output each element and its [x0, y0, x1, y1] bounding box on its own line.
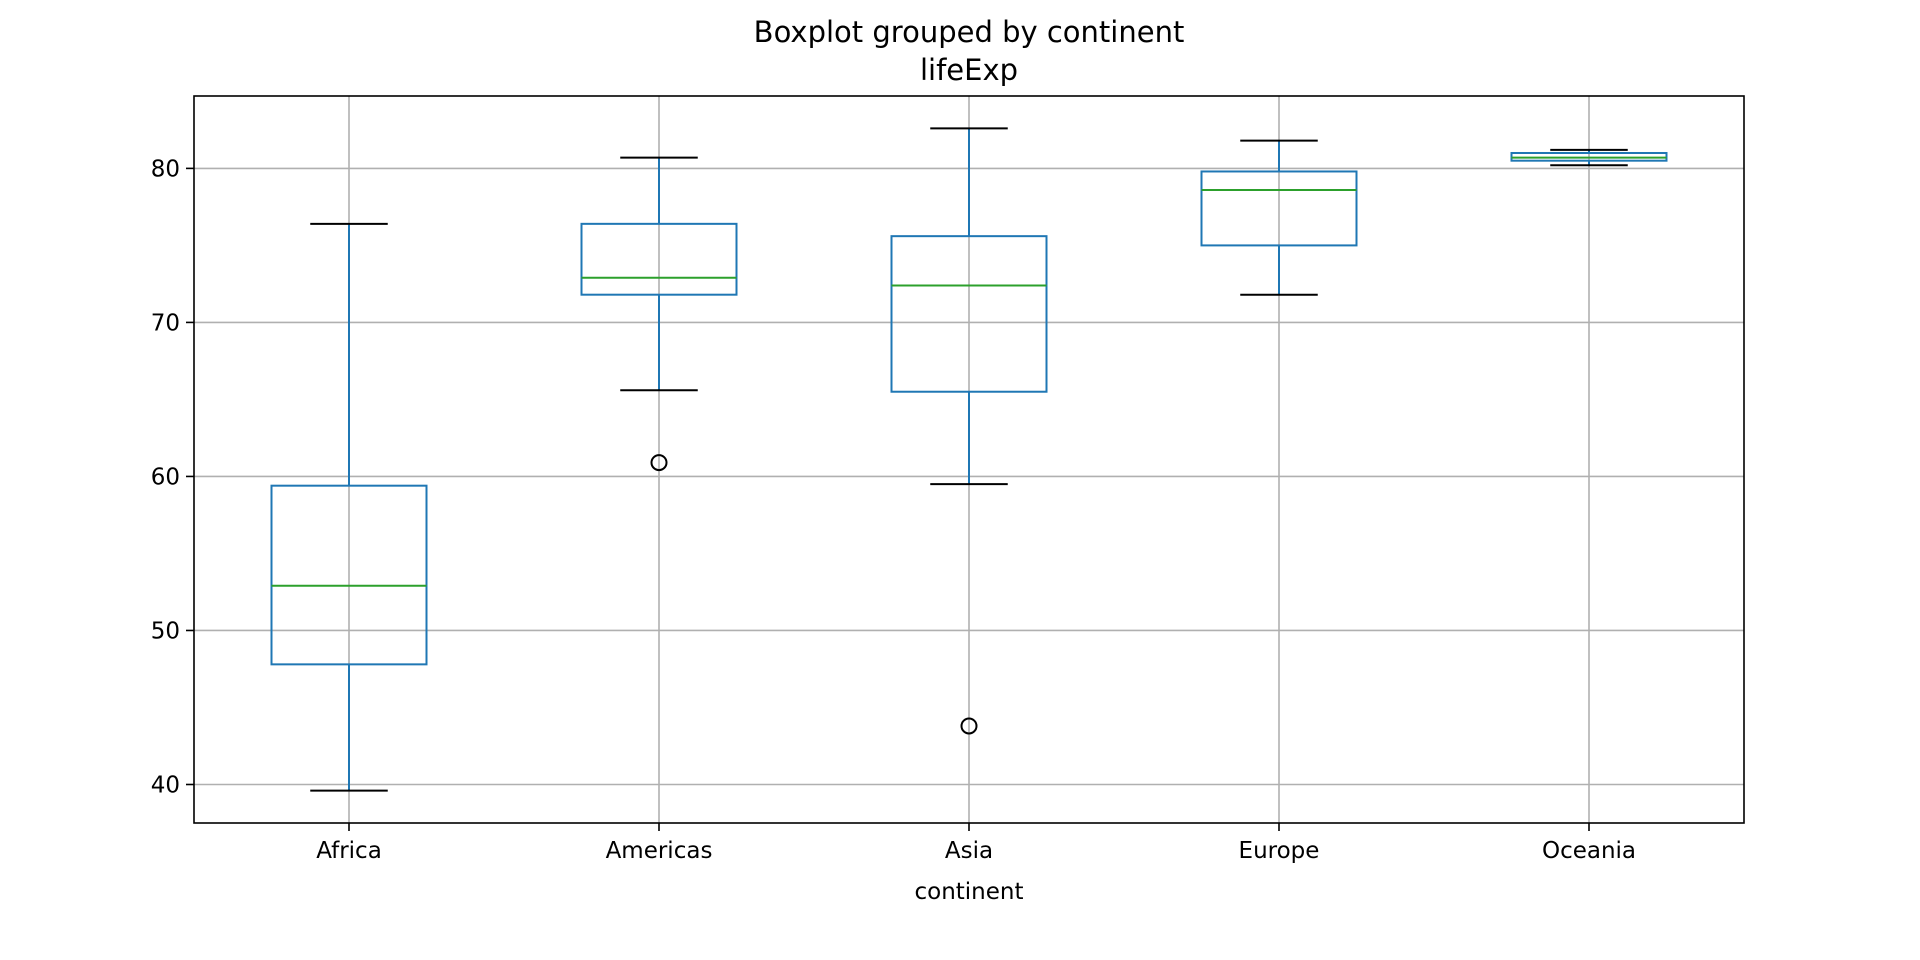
x-tick-label: Africa — [316, 838, 382, 864]
box-group-africa — [270, 222, 428, 792]
box-group-oceania — [1510, 148, 1668, 167]
x-axis: Africa Americas Asia Europe Oceania — [316, 823, 1636, 864]
y-tick-label: 40 — [151, 772, 180, 798]
box-group-americas — [580, 156, 738, 472]
box-iqr — [270, 484, 428, 666]
chart-subtitle: lifeExp — [920, 53, 1018, 87]
x-tick-label: Europe — [1239, 838, 1320, 864]
y-tick-label: 80 — [151, 156, 180, 182]
y-tick-label: 60 — [151, 464, 180, 490]
box-iqr — [580, 222, 738, 296]
box-group-asia — [890, 127, 1048, 735]
box-iqr — [890, 235, 1048, 393]
outlier-point — [650, 454, 668, 472]
outlier-point — [960, 717, 978, 735]
x-axis-label: continent — [914, 879, 1023, 905]
chart-title: Boxplot grouped by continent — [754, 15, 1185, 49]
y-tick-label: 70 — [151, 310, 180, 336]
box-iqr — [1200, 170, 1358, 247]
x-tick-label: Americas — [606, 838, 713, 864]
box-series — [270, 127, 1668, 792]
x-tick-label: Asia — [945, 838, 993, 864]
y-tick-label: 50 — [151, 618, 180, 644]
box-group-europe — [1200, 139, 1358, 296]
y-axis: 40 50 60 70 80 — [151, 156, 194, 798]
x-tick-label: Oceania — [1542, 838, 1636, 864]
